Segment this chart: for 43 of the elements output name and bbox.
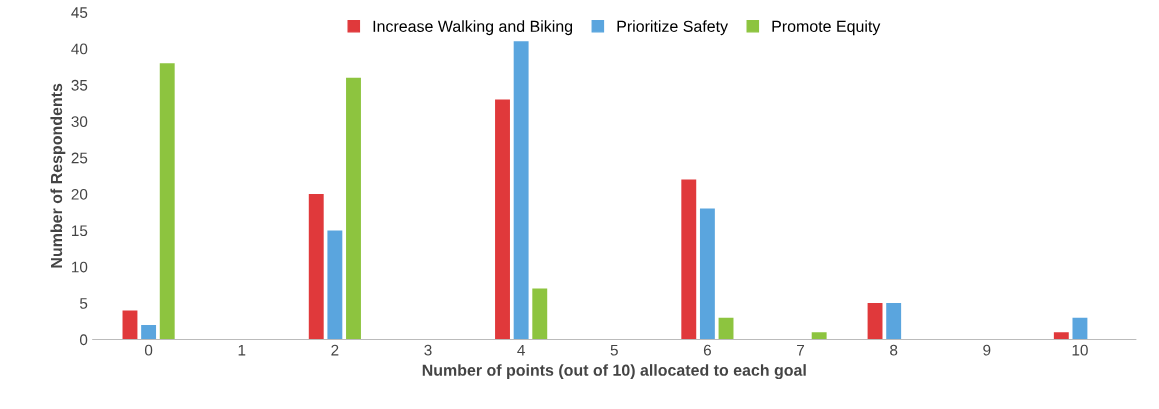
legend-label: Increase Walking and Biking [373,20,573,36]
y-tick-label: 20 [71,188,88,200]
x-axis-title: Number of points (out of 10) allocated to each goal [422,364,806,380]
bar [346,77,361,340]
bar [886,303,902,340]
y-tick-label: 30 [71,116,88,128]
x-tick-label: 6 [703,344,711,356]
x-tick-label: 10 [1072,344,1088,356]
legend-label: Prioritize Safety [617,20,729,36]
bar [811,332,827,340]
x-tick-label: 5 [610,344,618,356]
y-tick-label: 5 [79,298,88,309]
y-tick-label: 40 [71,43,88,55]
bar [495,99,510,340]
x-tick-label: 8 [890,344,898,356]
x-tick-label: 2 [331,344,339,356]
bar [1072,317,1088,340]
legend-label: Promote Equity [772,20,881,36]
bar [327,230,343,340]
bar [699,208,715,340]
x-tick-label: 9 [983,344,991,356]
bar [308,194,324,340]
bar [141,324,157,340]
x-tick-label: 4 [517,344,525,356]
bar [513,41,529,340]
bar [1053,332,1069,340]
y-tick-label: 25 [71,152,88,164]
x-tick-label: 0 [144,344,153,356]
y-tick-label: 0 [79,334,88,346]
bar [867,303,883,340]
y-axis-title: Number of Respondents [50,83,66,268]
y-tick-label: 10 [72,261,88,273]
bar [718,317,734,340]
x-tick-label: 3 [424,344,432,356]
y-tick-label: 35 [71,79,88,91]
y-tick-label: 45 [71,7,88,18]
bar [122,310,138,340]
x-tick-label: 7 [797,344,805,356]
x-tick-label: 1 [238,344,246,356]
y-tick-label: 15 [72,225,88,237]
bar [681,179,697,340]
bar [532,288,548,340]
bar [159,63,175,340]
